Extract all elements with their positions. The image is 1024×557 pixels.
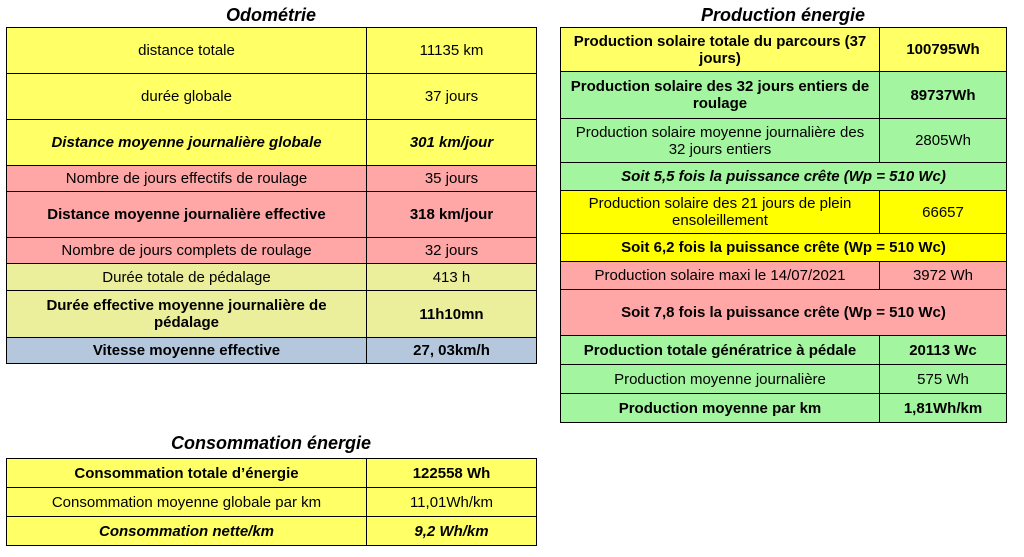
cell-label: Distance moyenne journalière globale [6,119,367,166]
production-table: Production solaire totale du parcours (3… [560,27,1007,423]
table-row: Nombre de jours complets de roulage 32 j… [6,237,537,264]
cell-label: durée globale [6,73,367,120]
cell-label: Production solaire totale du parcours (3… [560,27,880,72]
cell-note: Soit 7,8 fois la puissance crête (Wp = 5… [560,289,1007,336]
table-row: Distance moyenne journalière globale 301… [6,119,537,166]
table-row: Production moyenne par km 1,81Wh/km [560,393,1007,423]
cell-value: 11,01Wh/km [366,487,537,517]
cell-label: distance totale [6,27,367,74]
table-row: distance totale 11135 km [6,27,537,74]
cell-label: Production solaire moyenne journalière d… [560,118,880,163]
consommation-title: Consommation énergie [170,433,372,453]
cell-value: 20113 Wc [879,335,1007,365]
table-row: Distance moyenne journalière effective 3… [6,191,537,238]
cell-label: Consommation nette/km [6,516,367,546]
table-row: Production solaire moyenne journalière d… [560,118,1007,163]
cell-label: Production solaire maxi le 14/07/2021 [560,261,880,290]
table-row: Vitesse moyenne effective 27, 03km/h [6,337,537,364]
cell-label: Vitesse moyenne effective [6,337,367,364]
table-row: durée globale 37 jours [6,73,537,120]
table-row: Soit 5,5 fois la puissance crête (Wp = 5… [560,162,1007,191]
odometrie-table: distance totale 11135 km durée globale 3… [6,27,537,364]
table-row: Soit 7,8 fois la puissance crête (Wp = 5… [560,289,1007,336]
cell-value: 35 jours [366,165,537,192]
cell-label: Production solaire des 32 jours entiers … [560,71,880,119]
cell-value: 1,81Wh/km [879,393,1007,423]
cell-label: Production moyenne journalière [560,364,880,394]
table-row: Production solaire totale du parcours (3… [560,27,1007,72]
cell-value: 100795Wh [879,27,1007,72]
table-row: Durée totale de pédalage 413 h [6,263,537,291]
table-row: Consommation totale d’énergie 122558 Wh [6,458,537,488]
table-row: Production solaire des 32 jours entiers … [560,71,1007,119]
cell-value: 575 Wh [879,364,1007,394]
cell-label: Nombre de jours complets de roulage [6,237,367,264]
table-row: Soit 6,2 fois la puissance crête (Wp = 5… [560,233,1007,262]
odometrie-title: Odométrie [225,5,317,25]
cell-label: Nombre de jours effectifs de roulage [6,165,367,192]
cell-value: 11h10mn [366,290,537,338]
consommation-table: Consommation totale d’énergie 122558 Wh … [6,458,537,546]
cell-label: Consommation moyenne globale par km [6,487,367,517]
cell-label: Production moyenne par km [560,393,880,423]
cell-value: 301 km/jour [366,119,537,166]
table-row: Production solaire des 21 jours de plein… [560,190,1007,234]
table-row: Consommation nette/km 9,2 Wh/km [6,516,537,546]
cell-label: Distance moyenne journalière effective [6,191,367,238]
cell-value: 9,2 Wh/km [366,516,537,546]
table-row: Durée effective moyenne journalière de p… [6,290,537,338]
table-row: Production moyenne journalière 575 Wh [560,364,1007,394]
cell-label: Durée effective moyenne journalière de p… [6,290,367,338]
cell-value: 122558 Wh [366,458,537,488]
cell-label: Durée totale de pédalage [6,263,367,291]
table-row: Production totale génératrice à pédale 2… [560,335,1007,365]
cell-label: Production totale génératrice à pédale [560,335,880,365]
cell-value: 318 km/jour [366,191,537,238]
cell-value: 89737Wh [879,71,1007,119]
cell-value: 3972 Wh [879,261,1007,290]
cell-value: 66657 [879,190,1007,234]
cell-label: Consommation totale d’énergie [6,458,367,488]
cell-note: Soit 6,2 fois la puissance crête (Wp = 5… [560,233,1007,262]
cell-value: 413 h [366,263,537,291]
cell-value: 37 jours [366,73,537,120]
table-row: Nombre de jours effectifs de roulage 35 … [6,165,537,192]
table-row: Production solaire maxi le 14/07/2021 39… [560,261,1007,290]
cell-value: 27, 03km/h [366,337,537,364]
cell-label: Production solaire des 21 jours de plein… [560,190,880,234]
cell-value: 11135 km [366,27,537,74]
cell-note: Soit 5,5 fois la puissance crête (Wp = 5… [560,162,1007,191]
cell-value: 2805Wh [879,118,1007,163]
cell-value: 32 jours [366,237,537,264]
production-title: Production énergie [700,5,866,25]
table-row: Consommation moyenne globale par km 11,0… [6,487,537,517]
